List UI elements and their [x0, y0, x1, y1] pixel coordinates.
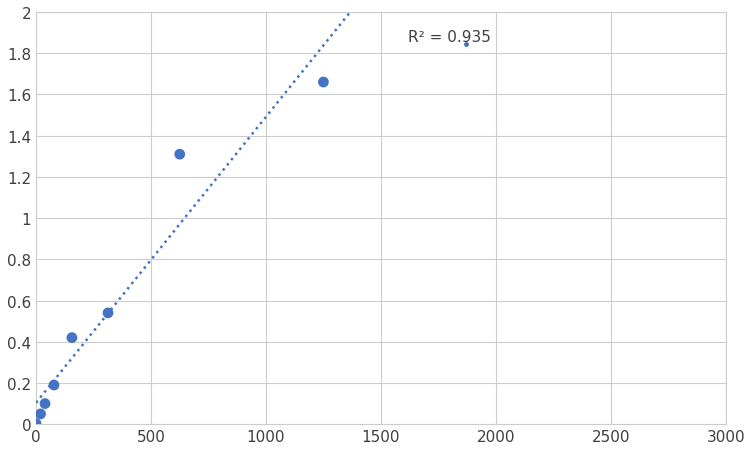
Point: [174, 151, 186, 158]
Point: [30, 420, 42, 427]
Point: [48, 382, 60, 389]
Text: R² = 0.935: R² = 0.935: [408, 30, 491, 45]
Point: [66, 334, 78, 341]
Point: [317, 79, 329, 87]
Point: [39, 400, 51, 407]
Point: [102, 309, 114, 317]
Point: [35, 410, 47, 418]
